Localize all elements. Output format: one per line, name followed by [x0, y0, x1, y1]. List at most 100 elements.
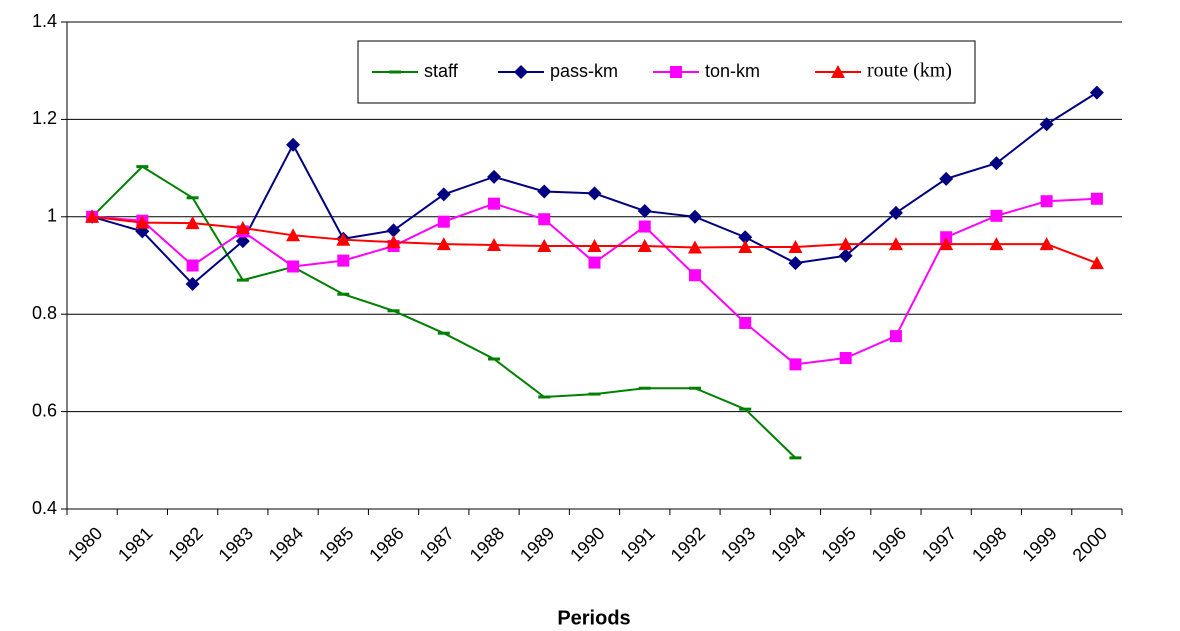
marker: [389, 70, 401, 74]
marker: [286, 137, 301, 152]
x-tick-label: 1985: [315, 523, 357, 565]
marker: [1039, 237, 1054, 251]
x-tick-label: 1983: [215, 523, 257, 565]
marker: [537, 239, 552, 253]
marker: [337, 254, 350, 267]
series-line: [91, 165, 797, 459]
marker: [85, 209, 100, 223]
y-tick-label: 0.8: [32, 303, 57, 323]
marker: [788, 256, 803, 271]
marker: [387, 309, 400, 313]
marker: [136, 165, 149, 169]
marker: [185, 277, 200, 292]
marker: [1089, 85, 1104, 100]
x-tick-label: 1992: [667, 523, 709, 565]
marker: [939, 171, 954, 186]
marker: [336, 232, 351, 246]
marker: [386, 235, 401, 249]
y-tick-label: 1.2: [32, 108, 57, 128]
x-tick-label: 1988: [466, 523, 508, 565]
x-tick-label: 1993: [717, 523, 759, 565]
x-tick-label: 2000: [1069, 523, 1111, 565]
marker: [186, 259, 199, 272]
marker: [538, 395, 551, 399]
marker: [637, 203, 652, 218]
x-tick-label: 1989: [516, 523, 558, 565]
marker: [989, 156, 1004, 171]
marker: [638, 386, 651, 390]
marker: [235, 221, 250, 235]
marker: [838, 248, 853, 263]
marker: [839, 352, 852, 365]
x-tick-label: 1994: [767, 523, 809, 565]
marker: [587, 186, 602, 201]
marker: [487, 169, 502, 184]
marker: [538, 213, 551, 226]
marker: [185, 216, 200, 230]
marker: [670, 66, 682, 78]
marker: [588, 392, 601, 396]
legend-label: pass-km: [550, 61, 618, 81]
marker: [638, 220, 651, 233]
marker: [789, 456, 802, 460]
marker: [838, 237, 853, 251]
marker: [739, 316, 752, 329]
x-tick-label: 1982: [164, 523, 206, 565]
x-tick-label: 1999: [1018, 523, 1060, 565]
y-tick-label: 1: [47, 206, 57, 226]
marker: [788, 239, 803, 253]
marker: [687, 240, 702, 254]
marker: [789, 358, 802, 371]
marker: [436, 187, 451, 202]
marker: [939, 237, 954, 251]
x-axis-label: Periods: [557, 607, 630, 629]
marker: [989, 237, 1004, 251]
x-tick-label: 1984: [265, 523, 307, 565]
marker: [236, 278, 249, 282]
marker: [1090, 192, 1103, 205]
legend-label: staff: [424, 61, 459, 81]
x-tick-label: 1996: [868, 523, 910, 565]
marker: [739, 407, 752, 411]
legend-label: ton-km: [705, 61, 760, 81]
marker: [437, 331, 450, 335]
legend-label: route (km): [867, 60, 952, 82]
marker: [990, 209, 1003, 222]
marker: [688, 386, 701, 390]
legend: staff pass-km ton-km route (km): [357, 40, 976, 104]
x-tick-label: 1998: [968, 523, 1010, 565]
marker: [537, 184, 552, 199]
x-tick-label: 1980: [64, 523, 106, 565]
marker: [514, 65, 528, 79]
marker: [738, 230, 753, 245]
x-tick-label: 1990: [566, 523, 608, 565]
marker: [135, 215, 150, 229]
y-tick-label: 0.6: [32, 400, 57, 420]
y-tick-label: 1.4: [32, 11, 57, 31]
marker: [888, 237, 903, 251]
x-tick-label: 1991: [616, 523, 658, 565]
marker: [386, 223, 401, 238]
marker: [637, 239, 652, 253]
marker: [687, 209, 702, 224]
marker: [588, 256, 601, 269]
marker: [488, 197, 501, 210]
marker: [587, 239, 602, 253]
marker: [287, 260, 300, 273]
marker: [436, 237, 451, 251]
marker: [1039, 117, 1054, 132]
marker: [831, 65, 845, 78]
marker: [286, 228, 301, 242]
marker: [337, 292, 350, 296]
marker: [888, 205, 903, 220]
marker: [1089, 256, 1104, 270]
marker: [1040, 195, 1053, 208]
x-tick-label: 1995: [817, 523, 859, 565]
y-tick-label: 0.4: [32, 498, 57, 518]
marker: [437, 215, 450, 228]
marker: [488, 357, 501, 361]
x-tick-label: 1987: [416, 523, 458, 565]
marker: [738, 239, 753, 253]
marker: [487, 238, 502, 252]
